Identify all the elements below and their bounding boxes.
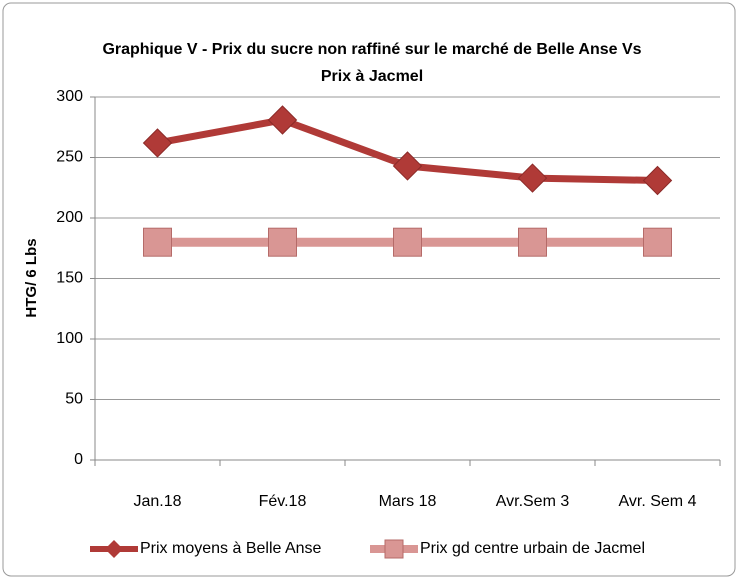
y-tick-label: 150 [56,270,83,287]
point [392,151,423,181]
point [393,227,422,257]
legend-label: Prix gd centre urbain de Jacmel [420,540,645,557]
x-tick-label: Avr. Sem 4 [619,493,697,510]
point [643,227,672,257]
legend-marker [384,539,404,559]
chart-title: Prix à Jacmel [321,68,423,85]
point [517,163,548,193]
point [267,105,298,135]
x-tick-label: Avr.Sem 3 [496,493,570,510]
point [642,165,673,196]
x-tick-label: Mars 18 [379,493,437,510]
legend-label: Prix moyens à Belle Anse [140,540,322,557]
y-tick-label: 50 [65,391,83,408]
point [518,227,547,257]
y-tick-label: 300 [56,88,83,105]
y-tick-label: 250 [56,149,83,166]
y-tick-label: 0 [74,451,83,468]
y-tick-label: 100 [56,330,83,347]
y-tick-label: 200 [56,209,83,226]
point [142,128,173,158]
y-axis-label: HTG/ 6 Lbs [23,238,40,317]
x-tick-label: Fév.18 [259,493,307,510]
legend-marker [105,540,123,558]
x-tick-label: Jan.18 [133,493,181,510]
point [143,227,172,257]
chart-title: Graphique V - Prix du sucre non raffiné … [102,41,641,58]
point [268,227,297,257]
